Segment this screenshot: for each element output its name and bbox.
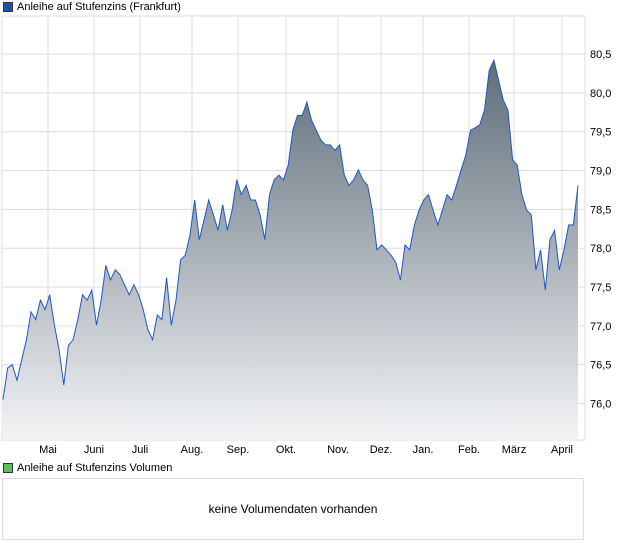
y-tick-label: 77,0 [590, 321, 611, 333]
x-tick-label: März [502, 444, 526, 456]
y-tick-label: 79,5 [590, 127, 611, 139]
volume-legend-label: Anleihe auf Stufenzins Volumen [17, 462, 173, 474]
price-legend: Anleihe auf Stufenzins (Frankfurt) [3, 1, 181, 13]
volume-legend: Anleihe auf Stufenzins Volumen [3, 462, 172, 474]
y-tick-label: 77,5 [590, 282, 611, 294]
y-tick-label: 76,0 [590, 399, 611, 411]
y-tick-label: 76,5 [590, 360, 611, 372]
x-tick-label: Feb. [458, 444, 480, 456]
x-tick-label: Nov. [327, 444, 349, 456]
y-tick-label: 80,5 [590, 49, 611, 61]
volume-legend-swatch [3, 463, 13, 473]
y-tick-label: 79,0 [590, 166, 611, 178]
price-chart: Mai Juni Juli Aug. Sep. Okt. Nov. Dez. Jan. Feb. M… [1, 15, 611, 456]
x-tick-label: Okt. [276, 444, 296, 456]
volume-message: keine Volumendaten vorhanden [208, 502, 378, 516]
x-tick-label: Dez. [370, 444, 393, 456]
x-tick-label: Sep. [227, 444, 250, 456]
y-tick-label: 80,0 [590, 88, 611, 100]
price-legend-label: Anleihe auf Stufenzins (Frankfurt) [17, 1, 181, 13]
price-legend-swatch [3, 2, 13, 12]
x-tick-label: Juli [132, 444, 149, 456]
price-area [3, 60, 578, 441]
y-tick-label: 78,5 [590, 204, 611, 216]
y-tick-label: 78,0 [590, 243, 611, 255]
x-tick-label: Mai [39, 444, 57, 456]
x-tick-label: Juni [84, 444, 104, 456]
x-tick-label: Jan. [413, 444, 434, 456]
price-line [2, 58, 579, 400]
x-tick-label: Aug. [181, 444, 204, 456]
volume-chart: keine Volumendaten vorhanden [2, 478, 584, 540]
x-tick-label: April [551, 444, 573, 456]
